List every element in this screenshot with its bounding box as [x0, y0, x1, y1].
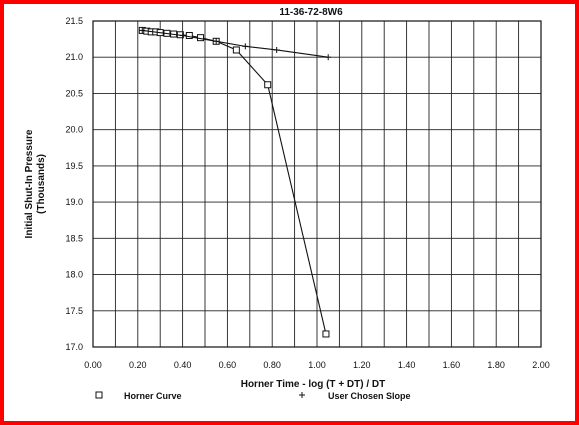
y-tick-label: 17.5 [65, 306, 83, 316]
y-tick-label: 21.5 [65, 16, 83, 26]
y-tick-label: 17.0 [65, 342, 83, 352]
y-tick-label: 19.0 [65, 197, 83, 207]
chart-title: 11-36-72-8W6 [279, 7, 343, 18]
plot-area-border [92, 20, 542, 348]
x-tick-label: 0.40 [174, 360, 192, 370]
x-tick-label: 0.00 [84, 360, 102, 370]
horner-curve-point [264, 81, 272, 89]
x-tick-label: 1.20 [353, 360, 371, 370]
user-slope-point [325, 54, 332, 61]
user-slope-point [139, 27, 146, 34]
horner-curve-line [142, 29, 327, 335]
x-tick-label: 0.60 [219, 360, 237, 370]
y-tick-label: 20.5 [65, 88, 83, 98]
user-slope-point [179, 32, 186, 39]
grid [93, 21, 541, 347]
y-axis-label: Initial Shut-In Pressure [24, 129, 35, 238]
x-axis-ticks: 0.00 0.20 0.40 0.60 0.80 1.00 1.20 1.40 1.60 1.80… [84, 360, 550, 370]
y-tick-label: 18.0 [65, 270, 83, 280]
horner-curve-point [322, 330, 330, 338]
y-axis-ticks: 21.5 21.0 20.5 20.0 19.5 19.0 18.5 18.0 17.5 17.0 [65, 16, 83, 352]
x-tick-label: 1.60 [443, 360, 461, 370]
user-slope-point [242, 43, 249, 50]
user-slope-line [142, 29, 329, 58]
x-tick-label: 0.20 [129, 360, 147, 370]
legend-label-horner-curve: Horner Curve [124, 391, 182, 401]
x-tick-label: 1.40 [398, 360, 416, 370]
legend-marker-plus [299, 392, 305, 398]
user-slope-point [213, 38, 220, 45]
horner-curve-point [232, 46, 240, 54]
horner-curve-point [185, 31, 193, 39]
y-axis-label-units: (Thousands) [36, 154, 47, 214]
x-axis-label: Horner Time - log (T + DT) / DT [241, 379, 386, 390]
legend-label-user-chosen-slope: User Chosen Slope [328, 391, 411, 401]
user-slope-point [273, 46, 280, 53]
y-tick-label: 18.5 [65, 233, 83, 243]
series-layer [138, 26, 332, 338]
y-tick-label: 19.5 [65, 161, 83, 171]
x-tick-label: 1.80 [487, 360, 505, 370]
legend-marker-square [95, 391, 103, 399]
x-tick-label: 1.00 [308, 360, 326, 370]
x-tick-label: 2.00 [532, 360, 550, 370]
y-tick-label: 21.0 [65, 52, 83, 62]
legend: Horner Curve User Chosen Slope [95, 391, 411, 401]
x-tick-label: 0.80 [263, 360, 281, 370]
y-tick-label: 20.0 [65, 125, 83, 135]
